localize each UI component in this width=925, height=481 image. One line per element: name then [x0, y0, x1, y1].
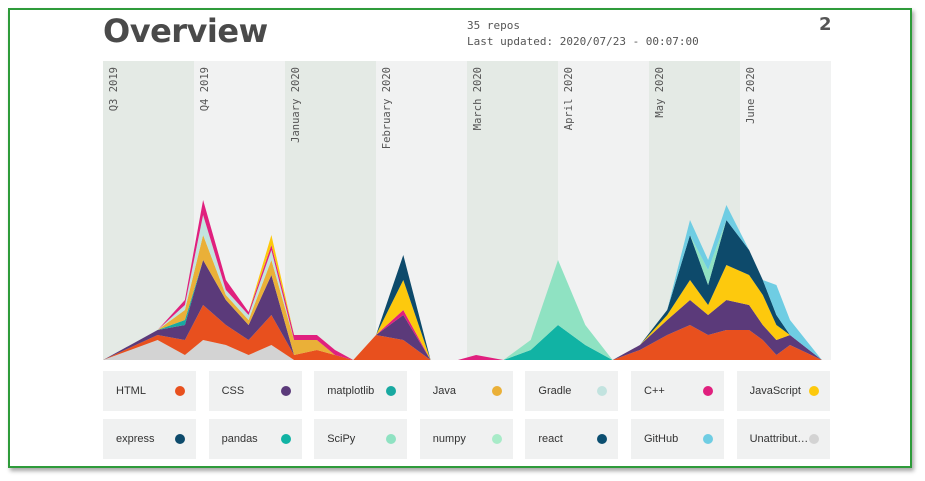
legend-item[interactable]: Java	[419, 371, 513, 411]
meta-info: 35 repos Last updated: 2020/07/23 - 00:0…	[467, 18, 699, 50]
legend-item[interactable]: matplotlib	[314, 371, 408, 411]
legend-label: pandas	[221, 433, 258, 445]
period-bands	[103, 61, 831, 360]
legend-label: Unattribut…	[749, 433, 809, 445]
legend-item[interactable]: express	[103, 419, 196, 459]
legend-swatch-icon	[597, 434, 608, 444]
period-label: January 2020	[290, 67, 302, 143]
legend-swatch-icon	[703, 434, 713, 444]
legend-item[interactable]: Unattribut…	[736, 419, 830, 459]
legend-label: JavaScript	[749, 385, 801, 397]
stream-layers	[103, 200, 822, 360]
page-number: 2	[819, 14, 832, 35]
legend-label: react	[538, 433, 563, 445]
period-band	[285, 61, 376, 360]
legend-swatch-icon	[280, 434, 291, 444]
legend-swatch-icon	[386, 434, 397, 444]
legend-swatch-icon	[703, 386, 713, 396]
period-label: Q4 2019	[199, 67, 211, 111]
legend-label: express	[116, 433, 155, 445]
legend-label: C++	[644, 385, 665, 397]
legend-swatch-icon	[808, 434, 819, 444]
legend-swatch-icon	[808, 386, 819, 396]
period-label: Q3 2019	[108, 67, 120, 111]
legend-item[interactable]: react	[525, 419, 619, 459]
legend-swatch-icon	[597, 386, 608, 396]
stream-unattributed[interactable]	[103, 340, 822, 360]
legend-swatch-icon	[491, 434, 502, 444]
legend-label: Gradle	[538, 385, 572, 397]
legend-label: SciPy	[327, 433, 356, 445]
legend-item[interactable]: GitHub	[631, 419, 724, 459]
legend-label: HTML	[116, 385, 146, 397]
legend-swatch-icon	[491, 386, 502, 396]
period-label: June 2020	[745, 67, 757, 124]
period-label: February 2020	[381, 67, 393, 149]
page-title: Overview	[103, 12, 268, 50]
legend-swatch-icon	[175, 386, 185, 396]
legend-label: matplotlib	[327, 385, 375, 397]
stream-express[interactable]	[103, 200, 822, 360]
legend-item[interactable]: SciPy	[314, 419, 408, 459]
legend-item[interactable]: CSS	[208, 371, 302, 411]
legend-item[interactable]: pandas	[208, 419, 302, 459]
repo-count: 35 repos	[467, 19, 520, 32]
period-labels: Q3 2019 Q4 2019 January 2020 February 2020 M…	[108, 67, 757, 149]
stream-html[interactable]	[103, 305, 822, 360]
legend-label: CSS	[221, 385, 245, 397]
legend-swatch-icon	[386, 386, 397, 396]
legend-label: Java	[432, 385, 457, 397]
legend-item[interactable]: HTML	[103, 371, 196, 411]
legend-item[interactable]: Gradle	[525, 371, 619, 411]
period-label: May 2020	[654, 67, 666, 118]
period-label: April 2020	[563, 67, 575, 130]
legend-label: numpy	[432, 433, 466, 445]
period-label: March 2020	[472, 67, 484, 130]
legend-label: GitHub	[644, 433, 679, 445]
legend-swatch-icon	[175, 434, 185, 444]
legend-swatch-icon	[280, 386, 291, 396]
legend-item[interactable]: C++	[631, 371, 724, 411]
legend-item[interactable]: JavaScript	[736, 371, 830, 411]
last-updated: Last updated: 2020/07/23 - 00:07:00	[467, 35, 699, 48]
legend-item[interactable]: numpy	[419, 419, 513, 459]
